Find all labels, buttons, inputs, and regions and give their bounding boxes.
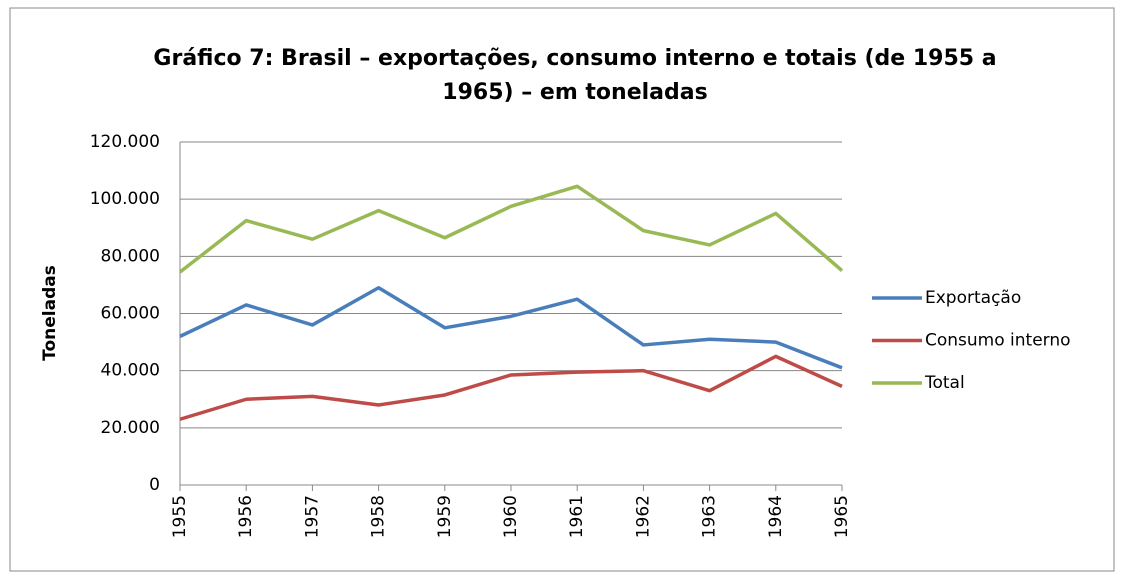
x-tick-label: 1956 xyxy=(236,495,256,538)
x-tick-label: 1961 xyxy=(567,495,587,538)
x-tick-label: 1964 xyxy=(766,495,786,538)
chart-title: Gráfico 7: Brasil – exportações, consumo… xyxy=(153,46,997,105)
y-tick-label: 40.000 xyxy=(101,361,160,381)
y-tick-label: 100.000 xyxy=(90,189,160,209)
y-axis-label: Toneladas xyxy=(40,265,60,361)
x-tick-label: 1955 xyxy=(170,495,190,538)
series-line xyxy=(179,286,843,370)
legend-label: Total xyxy=(924,373,965,393)
y-tick-label: 80.000 xyxy=(101,246,160,266)
x-tick-label: 1963 xyxy=(700,495,720,538)
y-tick-label: 0 xyxy=(149,475,160,495)
x-tick-label: 1957 xyxy=(302,495,322,538)
y-tick-label: 60.000 xyxy=(101,304,160,324)
legend-label: Consumo interno xyxy=(925,331,1071,351)
series-line xyxy=(178,184,844,274)
x-tick-label: 1958 xyxy=(369,495,389,538)
x-tick-label: 1959 xyxy=(435,495,455,538)
y-tick-label: 120.000 xyxy=(90,132,160,152)
x-tick-label: 1965 xyxy=(832,495,852,538)
series-line xyxy=(179,354,843,421)
legend-label: Exportação xyxy=(925,288,1021,308)
x-tick-label: 1960 xyxy=(501,495,521,538)
x-tick-label: 1962 xyxy=(633,495,653,538)
chart-border xyxy=(9,7,1115,572)
y-tick-label: 20.000 xyxy=(101,418,160,438)
